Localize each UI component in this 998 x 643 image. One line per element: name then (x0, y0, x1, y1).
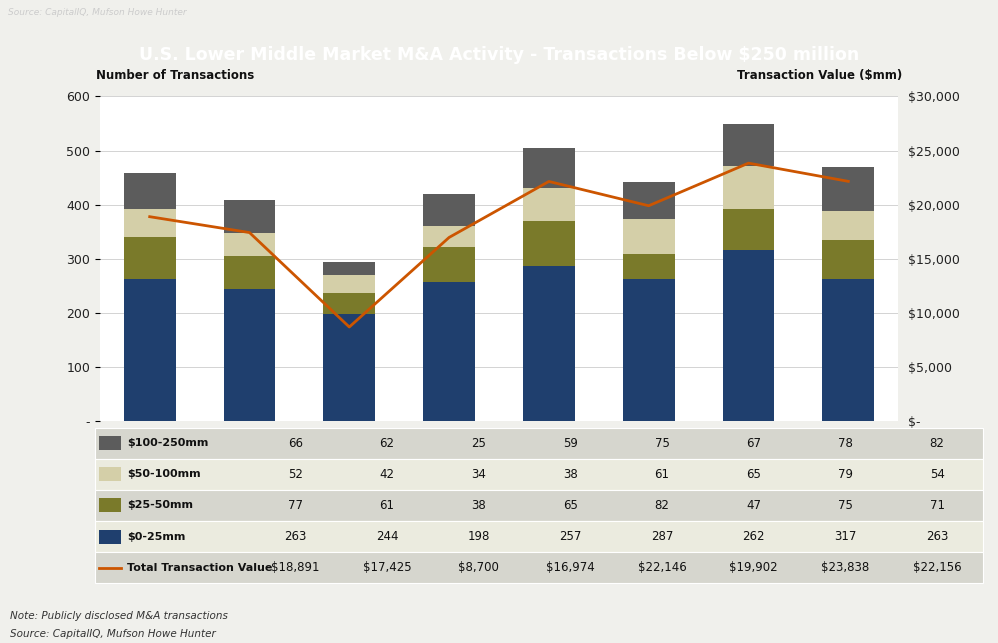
Bar (723, 249, 774, 421)
Bar (723, 124, 774, 167)
Text: $8,700: $8,700 (458, 561, 499, 574)
Text: U.S. Lower Middle Market M&A Activity - Transactions Below $250 million: U.S. Lower Middle Market M&A Activity - … (139, 46, 859, 64)
Text: Source: CapitalIQ, Mufson Howe Hunter: Source: CapitalIQ, Mufson Howe Hunter (8, 8, 187, 17)
Bar (623, 279, 675, 421)
Text: 82: 82 (930, 437, 945, 450)
Text: 257: 257 (559, 530, 582, 543)
Text: 244: 244 (376, 530, 398, 543)
Text: $17,425: $17,425 (362, 561, 411, 574)
Text: 25: 25 (471, 437, 486, 450)
Bar (423, 282, 475, 421)
Bar (822, 167, 874, 211)
Bar (423, 226, 475, 247)
Text: 263: 263 (926, 530, 948, 543)
Bar (224, 233, 275, 256)
Text: 65: 65 (563, 499, 578, 512)
Bar (523, 266, 575, 421)
Text: 38: 38 (563, 468, 578, 481)
Text: $16,974: $16,974 (546, 561, 595, 574)
Text: 61: 61 (655, 468, 670, 481)
Bar (224, 200, 275, 233)
Bar (124, 279, 176, 421)
Text: $100-250mm: $100-250mm (127, 439, 209, 448)
Bar (523, 148, 575, 188)
Text: $22,156: $22,156 (913, 561, 961, 574)
Text: $50-100mm: $50-100mm (127, 469, 201, 480)
Text: 66: 66 (287, 437, 302, 450)
Text: Transaction Value ($mm): Transaction Value ($mm) (737, 69, 902, 82)
Text: $23,838: $23,838 (821, 561, 869, 574)
Text: $25-50mm: $25-50mm (127, 500, 193, 511)
Bar (99, 437, 121, 450)
Bar (822, 279, 874, 421)
Text: 62: 62 (379, 437, 394, 450)
Bar (323, 262, 375, 275)
Bar (95, 552, 983, 583)
Bar (523, 188, 575, 221)
Bar (95, 428, 983, 459)
Text: $19,902: $19,902 (730, 561, 778, 574)
Text: 317: 317 (834, 530, 856, 543)
Bar (523, 221, 575, 266)
Bar (124, 237, 176, 279)
Bar (224, 289, 275, 421)
Text: 67: 67 (747, 437, 761, 450)
Text: 287: 287 (651, 530, 674, 543)
Text: $0-25mm: $0-25mm (127, 532, 185, 541)
Text: 82: 82 (655, 499, 670, 512)
Text: 42: 42 (379, 468, 394, 481)
Bar (99, 467, 121, 482)
Bar (723, 167, 774, 209)
Bar (99, 530, 121, 543)
Text: 34: 34 (471, 468, 486, 481)
Bar (623, 254, 675, 279)
Text: 52: 52 (287, 468, 302, 481)
Text: 59: 59 (563, 437, 578, 450)
Bar (623, 219, 675, 254)
Bar (224, 256, 275, 289)
Text: 61: 61 (379, 499, 394, 512)
Text: 79: 79 (838, 468, 853, 481)
Bar (95, 459, 983, 490)
Bar (323, 314, 375, 421)
Text: Source: CapitalIQ, Mufson Howe Hunter: Source: CapitalIQ, Mufson Howe Hunter (10, 629, 216, 639)
Bar (423, 194, 475, 226)
Text: 65: 65 (747, 468, 761, 481)
Bar (99, 498, 121, 512)
Bar (723, 209, 774, 249)
Bar (95, 490, 983, 521)
Text: 71: 71 (930, 499, 945, 512)
Bar (423, 247, 475, 282)
Bar (822, 240, 874, 279)
Text: 47: 47 (747, 499, 761, 512)
Bar (124, 174, 176, 209)
Text: Note: Publicly disclosed M&A transactions: Note: Publicly disclosed M&A transaction… (10, 611, 228, 621)
Text: $18,891: $18,891 (271, 561, 319, 574)
Text: 38: 38 (471, 499, 486, 512)
Text: $22,146: $22,146 (638, 561, 687, 574)
Text: 263: 263 (284, 530, 306, 543)
Bar (822, 211, 874, 240)
Text: 75: 75 (655, 437, 670, 450)
Bar (623, 183, 675, 219)
Text: 262: 262 (743, 530, 765, 543)
Text: Total Transaction Value: Total Transaction Value (127, 563, 272, 572)
Text: 54: 54 (930, 468, 945, 481)
Bar (323, 293, 375, 314)
Text: 77: 77 (287, 499, 302, 512)
Bar (323, 275, 375, 293)
Bar (95, 521, 983, 552)
Text: 198: 198 (467, 530, 490, 543)
Bar (124, 209, 176, 237)
Text: 75: 75 (838, 499, 853, 512)
Text: Number of Transactions: Number of Transactions (96, 69, 254, 82)
Text: 78: 78 (838, 437, 853, 450)
